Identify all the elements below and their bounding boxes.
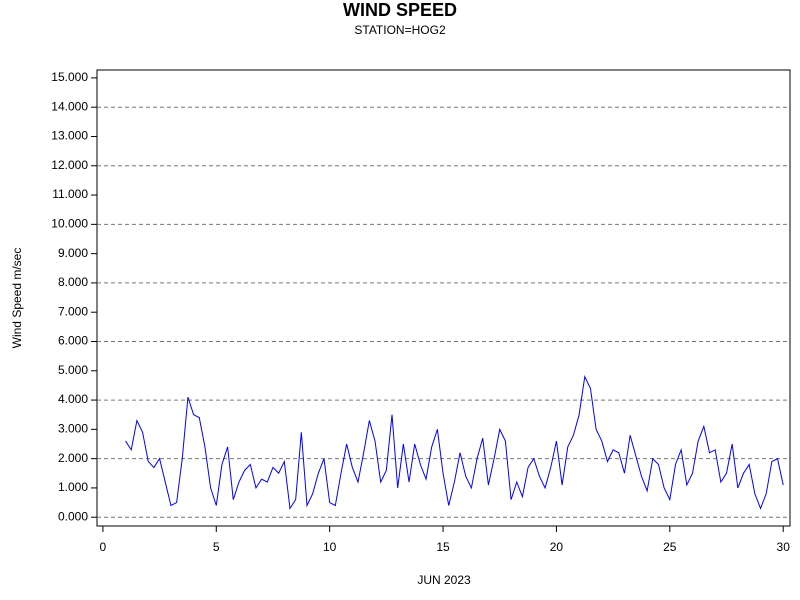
chart-title: WIND SPEED (343, 0, 457, 20)
y-tick-label: 13.000 (51, 129, 88, 143)
data-line (125, 374, 784, 510)
y-tick-label: 7.000 (58, 304, 88, 318)
y-tick-label: 0.000 (58, 509, 88, 523)
y-tick-label: 2.000 (58, 451, 88, 465)
y-tick-label: 3.000 (58, 422, 88, 436)
x-tick-label: 20 (550, 540, 564, 554)
x-tick-label: 0 (100, 540, 107, 554)
x-axis-label: JUN 2023 (417, 573, 471, 587)
x-tick-label: 5 (213, 540, 220, 554)
x-tick-label: 25 (663, 540, 677, 554)
y-tick-label: 4.000 (58, 392, 88, 406)
y-tick-label: 14.000 (51, 99, 88, 113)
plot-frame (96, 69, 791, 527)
x-tick-label: 30 (777, 540, 791, 554)
y-tick-label: 1.000 (58, 480, 88, 494)
chart-subtitle: STATION=HOG2 (354, 23, 446, 37)
y-tick-label: 12.000 (51, 158, 88, 172)
y-tick-label: 10.000 (51, 217, 88, 231)
y-tick-label: 9.000 (58, 246, 88, 260)
x-tick-label: 10 (323, 540, 337, 554)
y-tick-label: 6.000 (58, 334, 88, 348)
x-tick-label: 15 (436, 540, 450, 554)
y-axis-label: Wind Speed m/sec (10, 248, 24, 349)
y-tick-label: 11.000 (52, 187, 88, 201)
y-tick-label: 5.000 (58, 363, 88, 377)
y-tick-label: 8.000 (58, 275, 88, 289)
y-tick-label: 15.000 (51, 70, 88, 84)
